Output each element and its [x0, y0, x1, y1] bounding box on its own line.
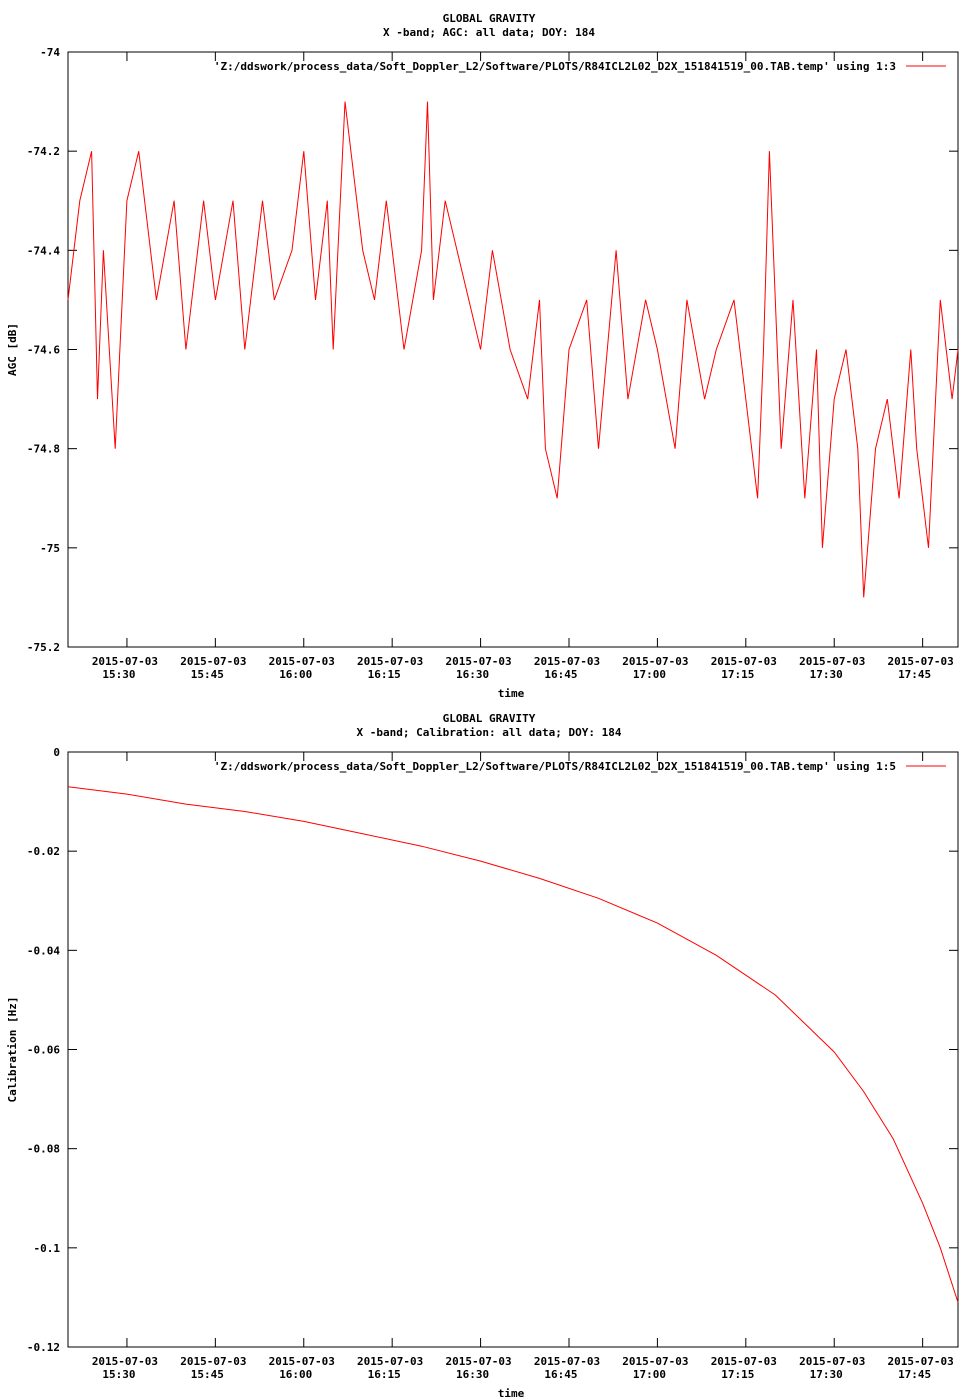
chart-title: GLOBAL GRAVITY	[443, 712, 536, 725]
y-tick-label: -74	[40, 46, 60, 59]
x-tick-label-time: 16:45	[544, 1368, 577, 1381]
x-tick-label-date: 2015-07-03	[92, 1355, 158, 1368]
x-tick-label-time: 17:15	[721, 668, 754, 681]
y-tick-label: -0.1	[34, 1242, 61, 1255]
x-tick-label-date: 2015-07-03	[622, 1355, 688, 1368]
x-tick-label-time: 17:30	[810, 668, 843, 681]
y-tick-label: -74.6	[27, 344, 60, 357]
x-tick-label-time: 17:15	[721, 1368, 754, 1381]
x-tick-label-date: 2015-07-03	[711, 1355, 777, 1368]
x-tick-label-date: 2015-07-03	[711, 655, 777, 668]
chart-subtitle: X -band; AGC: all data; DOY: 184	[383, 26, 595, 39]
x-tick-label-time: 15:45	[191, 668, 224, 681]
x-tick-label-time: 17:45	[898, 1368, 931, 1381]
y-tick-label: -0.04	[27, 944, 60, 957]
x-tick-label-time: 16:30	[456, 668, 489, 681]
x-tick-label-date: 2015-07-03	[534, 655, 600, 668]
x-tick-label-date: 2015-07-03	[445, 1355, 511, 1368]
y-tick-label: -0.12	[27, 1341, 60, 1354]
y-tick-label: -75	[40, 542, 60, 555]
x-tick-label-date: 2015-07-03	[622, 655, 688, 668]
y-tick-label: -0.02	[27, 845, 60, 858]
x-tick-label-time: 17:00	[633, 1368, 666, 1381]
x-tick-label-date: 2015-07-03	[269, 655, 335, 668]
x-tick-label-time: 17:45	[898, 668, 931, 681]
x-tick-label-time: 16:00	[279, 668, 312, 681]
series-line	[67, 101, 959, 598]
y-tick-label: -0.06	[27, 1044, 60, 1057]
x-tick-label-date: 2015-07-03	[799, 655, 865, 668]
x-tick-label-time: 15:45	[191, 1368, 224, 1381]
plot-frame	[67, 51, 959, 648]
x-tick-label-date: 2015-07-03	[445, 655, 511, 668]
x-axis-label: time	[498, 687, 525, 700]
x-tick-label-time: 16:15	[368, 1368, 401, 1381]
chart-title: GLOBAL GRAVITY	[443, 12, 536, 25]
y-axis-label: Calibration [Hz]	[6, 997, 19, 1103]
x-tick-label-time: 15:30	[102, 668, 135, 681]
x-tick-label-time: 16:45	[544, 668, 577, 681]
legend-entry-label: 'Z:/ddswork/process_data/Soft_Doppler_L2…	[214, 60, 896, 73]
x-tick-label-time: 17:00	[633, 668, 666, 681]
y-tick-label: -74.2	[27, 145, 60, 158]
x-tick-label-date: 2015-07-03	[269, 1355, 335, 1368]
x-tick-label-date: 2015-07-03	[888, 1355, 954, 1368]
x-tick-label-date: 2015-07-03	[799, 1355, 865, 1368]
x-tick-label-date: 2015-07-03	[180, 655, 246, 668]
y-tick-label: -74.4	[27, 244, 60, 257]
x-tick-label-date: 2015-07-03	[357, 655, 423, 668]
x-axis-label: time	[498, 1387, 525, 1400]
y-tick-label: -0.08	[27, 1143, 60, 1156]
x-tick-label-date: 2015-07-03	[534, 1355, 600, 1368]
y-tick-label: -75.2	[27, 641, 60, 654]
y-axis-label: AGC [dB]	[6, 323, 19, 376]
plot-frame	[67, 751, 959, 1348]
x-tick-label-date: 2015-07-03	[180, 1355, 246, 1368]
x-tick-label-time: 16:00	[279, 1368, 312, 1381]
x-tick-label-time: 16:30	[456, 1368, 489, 1381]
x-tick-label-date: 2015-07-03	[357, 1355, 423, 1368]
x-tick-label-time: 16:15	[368, 668, 401, 681]
legend-entry-label: 'Z:/ddswork/process_data/Soft_Doppler_L2…	[214, 760, 896, 773]
x-tick-label-time: 17:30	[810, 1368, 843, 1381]
x-tick-label-date: 2015-07-03	[92, 655, 158, 668]
x-tick-label-time: 15:30	[102, 1368, 135, 1381]
y-tick-label: 0	[53, 746, 60, 759]
chart-subtitle: X -band; Calibration: all data; DOY: 184	[357, 726, 622, 739]
x-tick-label-date: 2015-07-03	[888, 655, 954, 668]
series-line	[67, 786, 959, 1303]
y-tick-label: -74.8	[27, 443, 60, 456]
